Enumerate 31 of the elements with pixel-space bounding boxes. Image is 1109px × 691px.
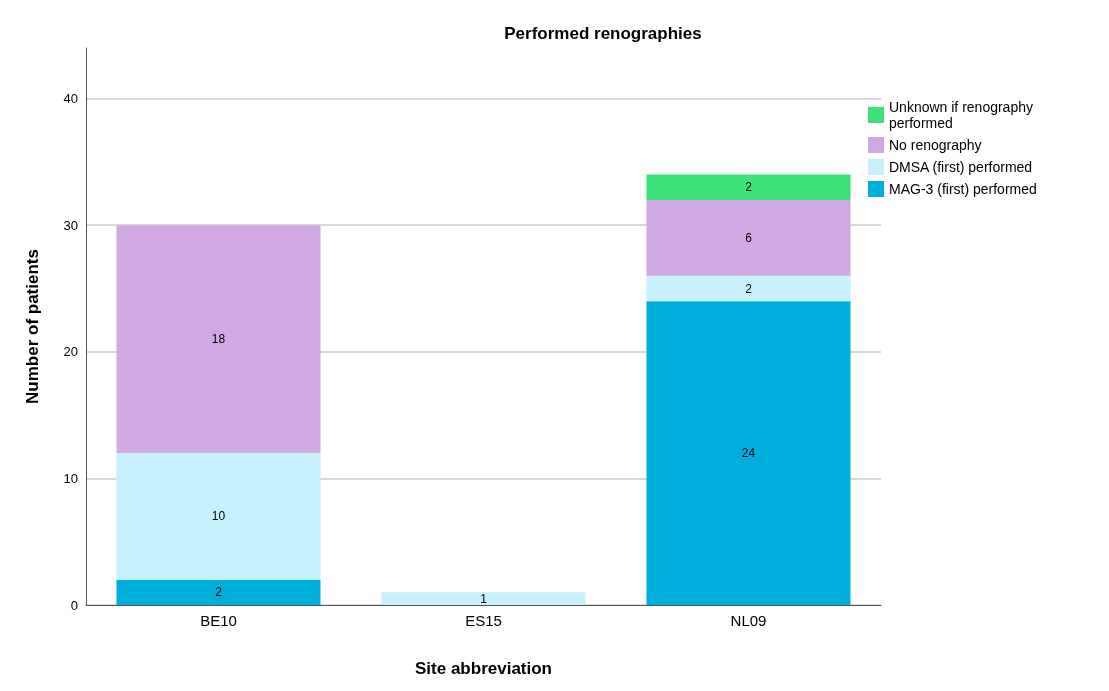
data-label: 10 bbox=[211, 509, 226, 524]
y-tick-label: 20 bbox=[63, 344, 78, 360]
data-label: 2 bbox=[745, 180, 753, 195]
data-label: 1 bbox=[480, 591, 488, 606]
bar bbox=[646, 174, 851, 200]
bar bbox=[646, 301, 851, 605]
bar bbox=[646, 275, 851, 302]
y-tick-label: 10 bbox=[63, 470, 78, 486]
bar bbox=[116, 453, 321, 580]
y-tick-label: 30 bbox=[63, 217, 78, 233]
y-tick-label: 40 bbox=[63, 91, 78, 107]
data-label: 6 bbox=[745, 230, 753, 245]
y-axis-title: Number of patients bbox=[23, 249, 42, 404]
data-label: 18 bbox=[211, 332, 226, 347]
bar bbox=[646, 199, 851, 276]
bar bbox=[116, 579, 321, 605]
data-label: 24 bbox=[741, 446, 756, 461]
data-label: 2 bbox=[215, 585, 223, 600]
bar bbox=[116, 225, 321, 454]
legend-label: No renography bbox=[889, 137, 982, 153]
x-tick-label: NL09 bbox=[730, 612, 767, 629]
legend-label: DMSA (first) performed bbox=[889, 159, 1033, 175]
x-axis-title: Site abbreviation bbox=[415, 659, 552, 678]
legend-label: Unknown if renography performed bbox=[889, 99, 1037, 131]
x-tick-label: ES15 bbox=[465, 612, 502, 629]
legend-label: MAG-3 (first) performed bbox=[889, 181, 1037, 197]
x-tick-label: BE10 bbox=[200, 612, 237, 629]
y-tick-label: 0 bbox=[70, 597, 78, 613]
chart-title: Performed renographies bbox=[504, 24, 702, 43]
data-label: 2 bbox=[745, 281, 753, 296]
bar bbox=[381, 592, 586, 605]
